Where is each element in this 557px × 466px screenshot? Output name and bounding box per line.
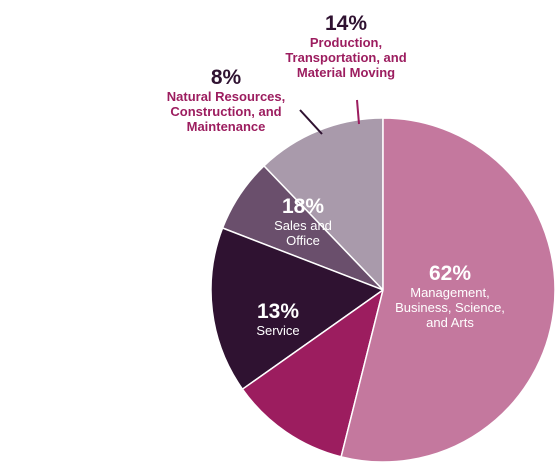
leader-line (356, 99, 360, 125)
value-label: 62% (428, 262, 472, 285)
pie-slice (241, 288, 385, 458)
category-label: Natural Resources, Construction, and Mai… (166, 89, 286, 135)
label: 18% Sales and Office (263, 195, 343, 249)
label: 13% Service (233, 300, 323, 339)
category-label: Production, Transportation, and Material… (285, 35, 407, 81)
label: 14% Production, Transportation, and Mater… (266, 12, 426, 81)
label: 8% Natural Resources, Construction, and M… (151, 66, 301, 135)
value-label: 8% (210, 66, 242, 89)
category-label: Sales and Office (274, 218, 332, 249)
category-label: Service (256, 323, 300, 339)
value-label: 14% (324, 12, 368, 35)
category-label: Management, Business, Science, and Arts (395, 285, 505, 331)
leader-line (299, 109, 323, 135)
pie-slice (210, 227, 385, 391)
value-label: 18% (281, 195, 325, 218)
value-label: 13% (256, 300, 300, 323)
label: 62% Management, Business, Science, and Ar… (390, 262, 510, 331)
pie-slice (340, 117, 556, 463)
